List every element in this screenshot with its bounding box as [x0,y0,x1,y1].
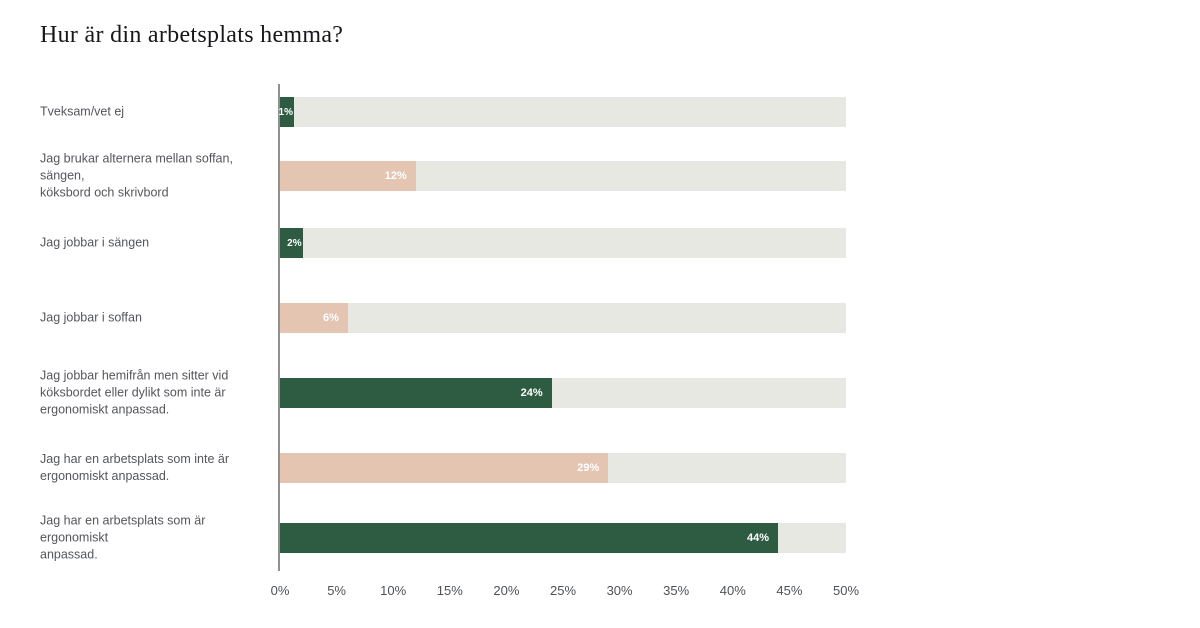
bar-track: 6% [280,303,846,333]
x-tick: 35% [663,583,690,598]
chart-title: Hur är din arbetsplats hemma? [40,22,344,48]
bar-alternera: 12% [280,161,416,191]
category-label: Jag jobbar i sängen [40,235,150,250]
bar-value-label: 24% [520,387,543,399]
category-label: Jag jobbar i soffan [40,310,142,325]
bar-track: 1% [278,97,846,127]
x-tick: 30% [606,583,633,598]
bar-row: Jag jobbar i sängen 2% [40,228,1160,258]
bar-track: 24% [280,378,846,408]
bar-value-label: 1% [278,106,293,118]
category-label: Jag brukar alternera mellan soffan, säng… [40,151,233,200]
x-tick: 45% [776,583,803,598]
bar-value-label: 44% [747,532,770,544]
bar-sangen: 2% [280,228,303,258]
x-tick: 20% [493,583,520,598]
bar-value-label: 12% [384,170,407,182]
category-label: Jag har en arbetsplats som inte är ergon… [40,452,229,483]
bar-value-label: 2% [287,237,302,249]
bar-row: Jag har en arbetsplats som inte är ergon… [40,452,1160,483]
bar-track: 44% [280,523,846,553]
x-tick: 50% [832,583,860,598]
bar-value-label: 29% [577,462,600,474]
x-tick: 5% [327,583,346,598]
y-axis-line [278,84,280,571]
x-tick: 25% [549,583,577,598]
category-label: Jag jobbar hemifrån men sitter vid köksb… [40,368,229,417]
bar-row: Jag jobbar hemifrån men sitter vid köksb… [40,369,1160,416]
bar-ergonomisk: 44% [280,523,779,553]
bar-row: Jag brukar alternera mellan soffan, säng… [40,152,1160,199]
bar-inte-ergonomisk: 29% [280,453,609,483]
bar-track: 12% [280,161,846,191]
bar-track: 29% [280,453,846,483]
x-tick: 0% [270,583,290,598]
bar-track: 2% [280,228,846,258]
category-label: Tveksam/vet ej [40,104,125,119]
bar-chart: Tveksam/vet ej 1% Jag brukar alternera m… [40,84,1160,620]
x-axis-ticks: 0% 5% 10% 15% 20% 25% 30% 35% 40% 45% 50… [271,583,859,599]
x-tick: 15% [436,583,463,598]
category-label: Jag har en arbetsplats som är ergonomisk… [40,513,206,562]
bar-soffan: 6% [280,303,348,333]
bar-row: Jag har en arbetsplats som är ergonomisk… [40,514,1160,561]
bar-tveksam: 1% [278,97,294,127]
x-tick: 10% [380,583,407,598]
x-tick: 40% [719,583,746,598]
bar-koksbordet: 24% [280,378,552,408]
bar-row: Tveksam/vet ej 1% [40,97,1160,127]
bar-value-label: 6% [323,312,339,324]
bar-row: Jag jobbar i soffan 6% [40,303,1160,333]
